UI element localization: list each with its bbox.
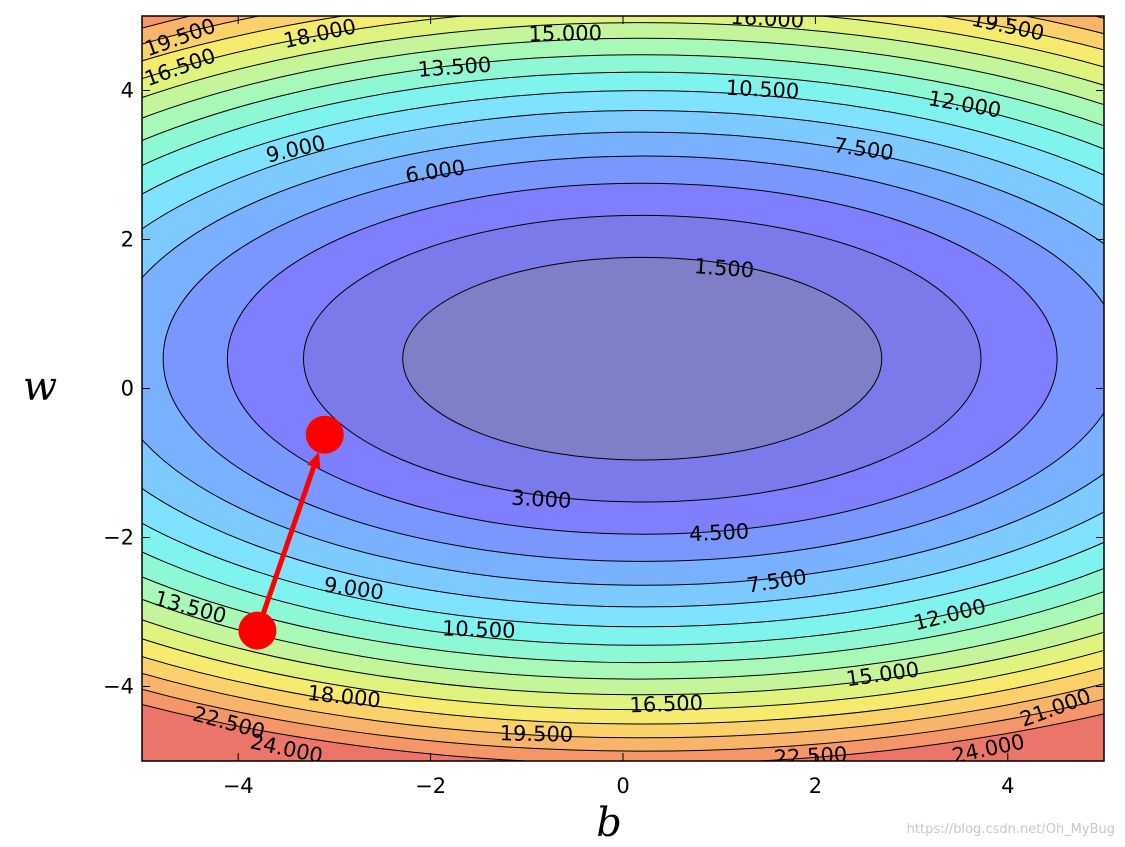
y-axis-label: w — [23, 364, 57, 410]
x-tick-label: −4 — [223, 774, 254, 798]
x-tick-label: 2 — [809, 774, 822, 798]
contour-label: 10.500 — [442, 616, 516, 643]
x-axis-label: b — [596, 800, 622, 846]
contour-line — [142, 22, 1104, 696]
contour-line — [142, 110, 1104, 608]
y-tick-label: −2 — [103, 526, 134, 550]
y-tick-label: −4 — [103, 675, 134, 699]
contour-line — [142, 54, 1104, 664]
end-point — [305, 415, 344, 454]
start-point — [238, 611, 277, 650]
axis-ticks: −4 −2 0 2 4 −4 −2 0 2 4 — [103, 16, 1104, 798]
contour-label: 15.000 — [528, 21, 602, 46]
contour-label: 1.500 — [693, 254, 755, 282]
contour-line — [402, 256, 883, 461]
contour-label: 19.500 — [499, 721, 573, 746]
contour-line — [226, 182, 1058, 535]
contour-label: 16.000 — [730, 5, 805, 33]
contour-line — [162, 155, 1104, 562]
watermark-text: https://blog.csdn.net/Oh_MyBug — [906, 822, 1115, 837]
gradient-arrow-shaft — [255, 466, 317, 632]
contour-label: 16.500 — [629, 691, 703, 718]
contour-lines — [142, 16, 1104, 761]
contour-line — [142, 16, 1104, 752]
contour-line — [142, 71, 1104, 646]
x-tick-label: 4 — [1001, 774, 1014, 798]
gradient-arrow-head — [307, 451, 321, 470]
contour-fill-band — [402, 257, 882, 461]
contour-line — [142, 37, 1104, 680]
x-tick-label: 0 — [616, 774, 629, 798]
contour-label: 13.500 — [417, 53, 492, 82]
contour-line — [142, 90, 1104, 628]
contour-label: 4.500 — [688, 519, 749, 546]
contour-line — [142, 16, 1104, 739]
gradient-step — [238, 415, 344, 650]
contour-line — [142, 131, 1104, 586]
x-tick-label: −2 — [415, 774, 446, 798]
contour-line — [142, 16, 1104, 725]
y-tick-label: 0 — [121, 377, 134, 401]
contour-label: 10.500 — [725, 76, 800, 104]
contour-label: 22.500 — [773, 742, 848, 770]
contour-line — [142, 16, 1104, 711]
contour-fills — [142, 16, 1104, 761]
y-tick-label: 2 — [121, 228, 134, 252]
contour-label: 3.000 — [511, 486, 572, 513]
y-tick-label: 4 — [121, 79, 134, 103]
contour-line — [302, 214, 982, 503]
